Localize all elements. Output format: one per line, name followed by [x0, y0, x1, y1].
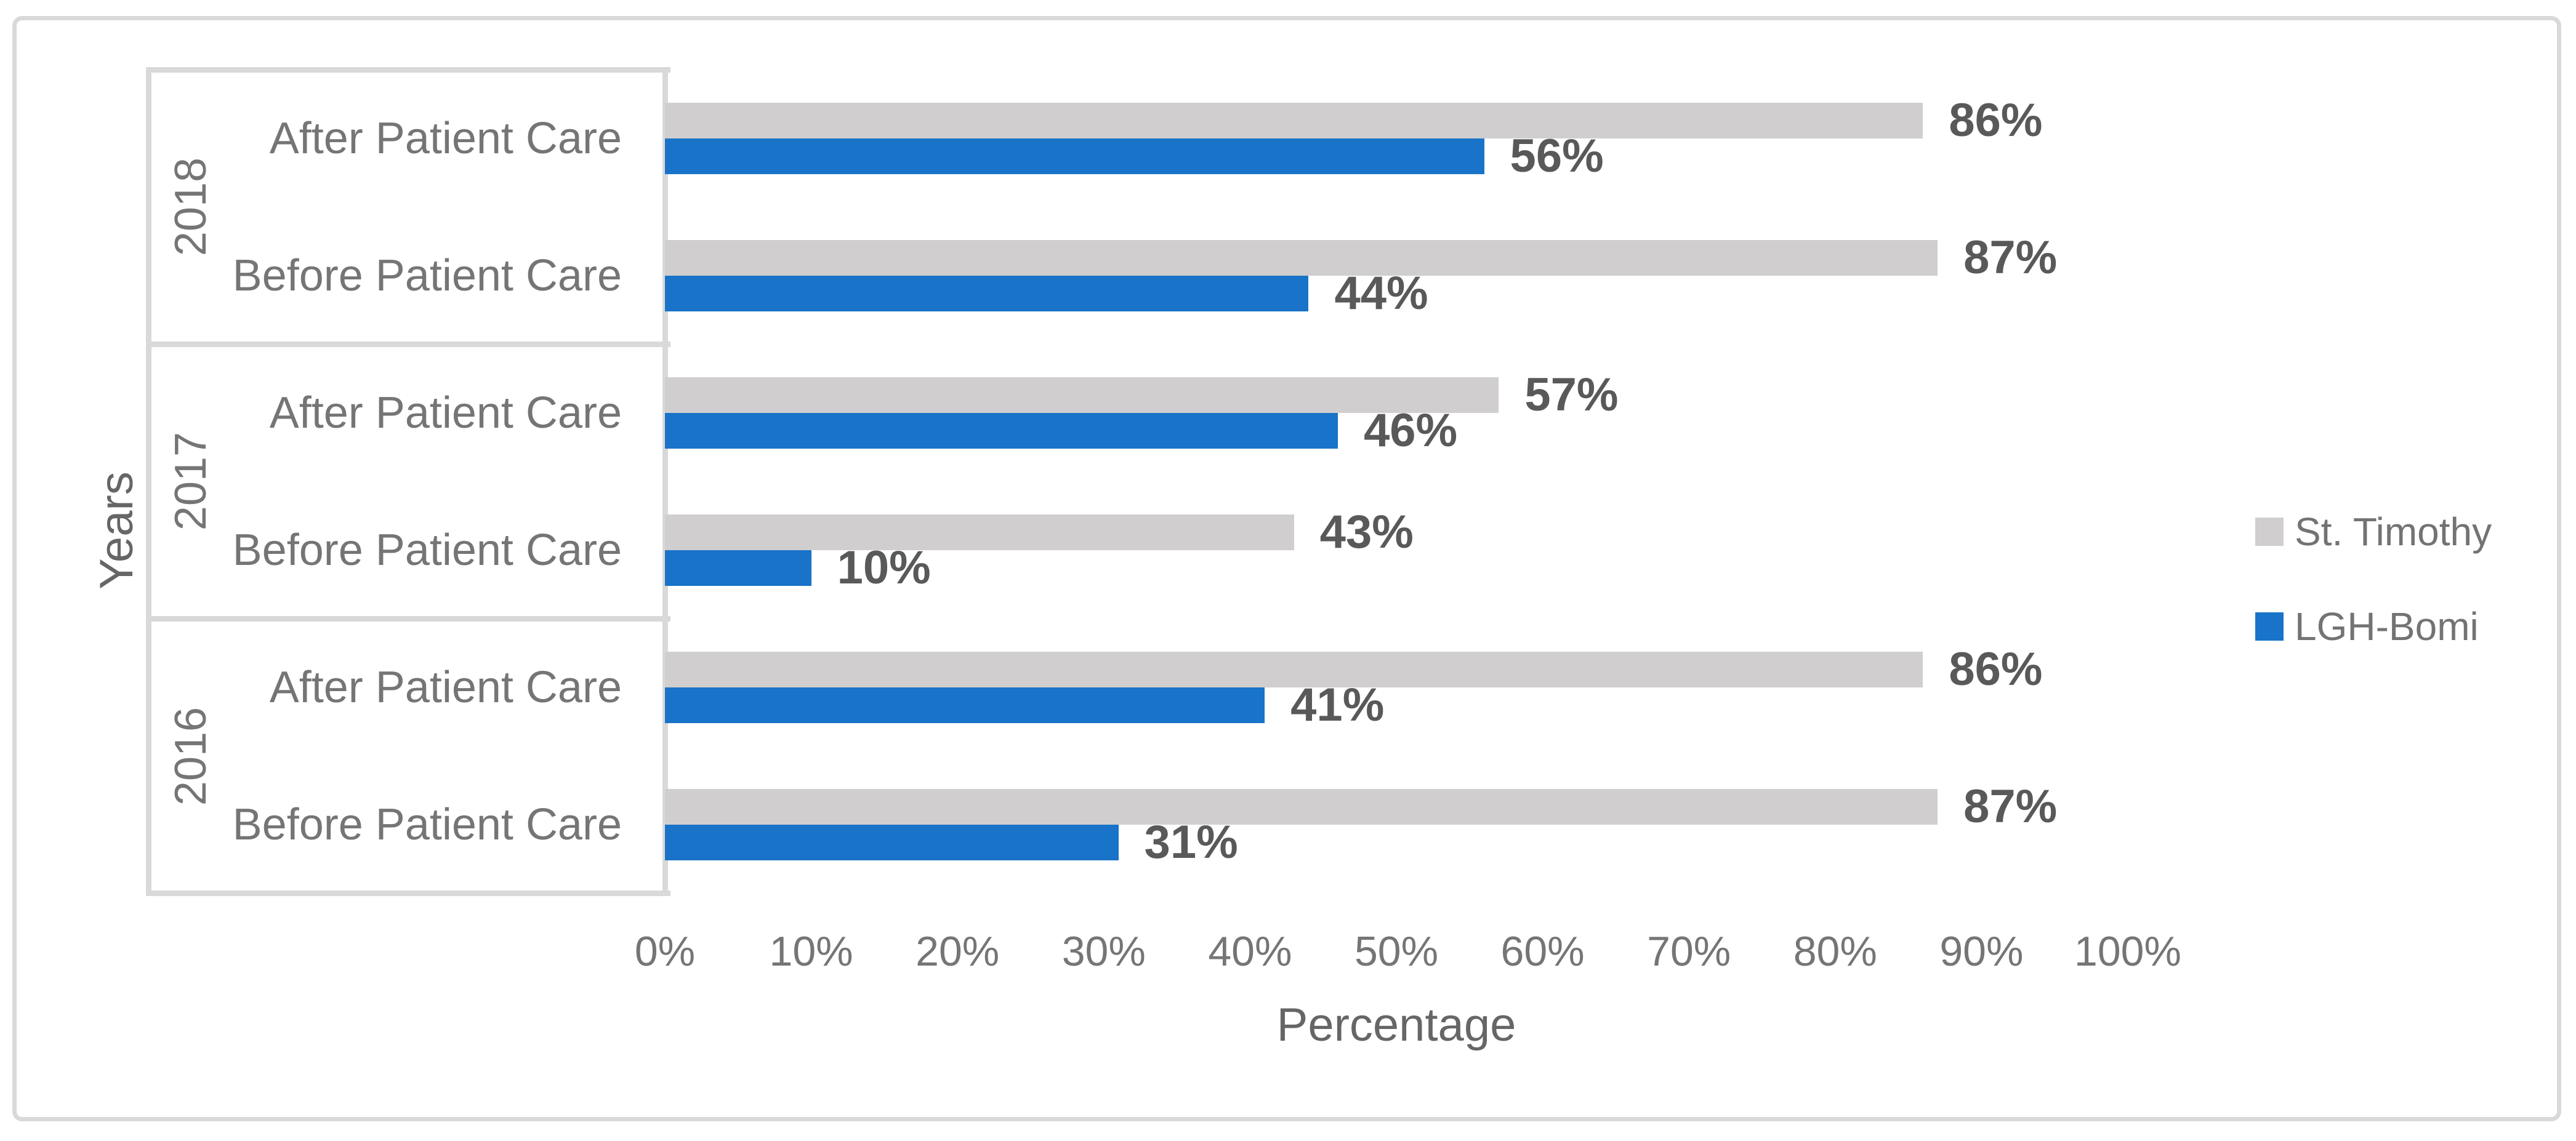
y-axis-title: Years [91, 471, 143, 590]
x-tick-label: 10% [769, 928, 853, 975]
legend-swatch-lgh-bomi [2255, 612, 2284, 641]
data-label-st-timothy: 87% [1963, 231, 2058, 284]
bar-lgh-bomi [665, 412, 1338, 449]
data-label-st-timothy: 43% [1319, 506, 1414, 559]
x-tick-label: 100% [2074, 928, 2181, 975]
category-label: After Patient Care [269, 113, 622, 163]
legend-label-st-timothy: St. Timothy [2295, 510, 2492, 554]
bar-st-timothy [665, 514, 1294, 551]
category-label: Before Patient Care [232, 526, 622, 575]
x-axis-title: Percentage [1276, 999, 1516, 1051]
data-label-lgh-bomi: 46% [1363, 404, 1458, 457]
category-box-left-line [145, 66, 151, 897]
x-tick-label: 80% [1793, 928, 1877, 975]
chart-frame-border [12, 16, 2561, 1121]
value-axis-line [662, 66, 668, 897]
x-tick-label: 30% [1061, 928, 1146, 975]
category-label: Before Patient Care [232, 800, 622, 850]
x-tick-label: 20% [916, 928, 1000, 975]
data-label-lgh-bomi: 41% [1290, 679, 1385, 732]
data-label-st-timothy: 86% [1949, 643, 2043, 696]
x-tick-label: 70% [1647, 928, 1731, 975]
bar-st-timothy [665, 239, 1938, 276]
data-label-lgh-bomi: 44% [1334, 266, 1428, 319]
year-group-separator-line [148, 616, 670, 622]
bar-lgh-bomi [665, 687, 1265, 724]
bar-lgh-bomi [665, 275, 1309, 311]
category-box-bottom-line [148, 891, 670, 897]
x-tick-label: 0% [634, 928, 696, 975]
bar-st-timothy [665, 789, 1938, 825]
bar-st-timothy [665, 377, 1499, 413]
legend-item-lgh-bomi: LGH-Bomi [2255, 607, 2479, 646]
bar-lgh-bomi [665, 825, 1119, 861]
legend-label-lgh-bomi: LGH-Bomi [2295, 604, 2479, 649]
year-group-separator-line [148, 341, 670, 347]
legend-swatch-st-timothy [2255, 518, 2284, 546]
data-label-lgh-bomi: 56% [1510, 129, 1604, 182]
bar-st-timothy [665, 652, 1923, 688]
year-label: 2016 [166, 707, 215, 806]
bar-st-timothy [665, 102, 1923, 138]
x-tick-label: 40% [1208, 928, 1292, 975]
category-box-top-line [148, 66, 670, 73]
year-label: 2018 [166, 158, 215, 257]
category-label: After Patient Care [269, 663, 622, 713]
legend-item-st-timothy: St. Timothy [2255, 512, 2492, 551]
x-tick-label: 90% [1939, 928, 2024, 975]
data-label-st-timothy: 86% [1949, 94, 2043, 146]
data-label-lgh-bomi: 31% [1144, 816, 1238, 869]
x-tick-label: 50% [1354, 928, 1439, 975]
category-label: After Patient Care [269, 388, 622, 438]
data-label-lgh-bomi: 10% [837, 542, 931, 595]
data-label-st-timothy: 57% [1524, 368, 1619, 421]
category-label: Before Patient Care [232, 250, 622, 300]
year-label: 2017 [166, 432, 215, 531]
data-label-st-timothy: 87% [1963, 780, 2058, 833]
bar-lgh-bomi [665, 138, 1484, 174]
bar-lgh-bomi [665, 550, 811, 587]
x-tick-label: 60% [1500, 928, 1585, 975]
